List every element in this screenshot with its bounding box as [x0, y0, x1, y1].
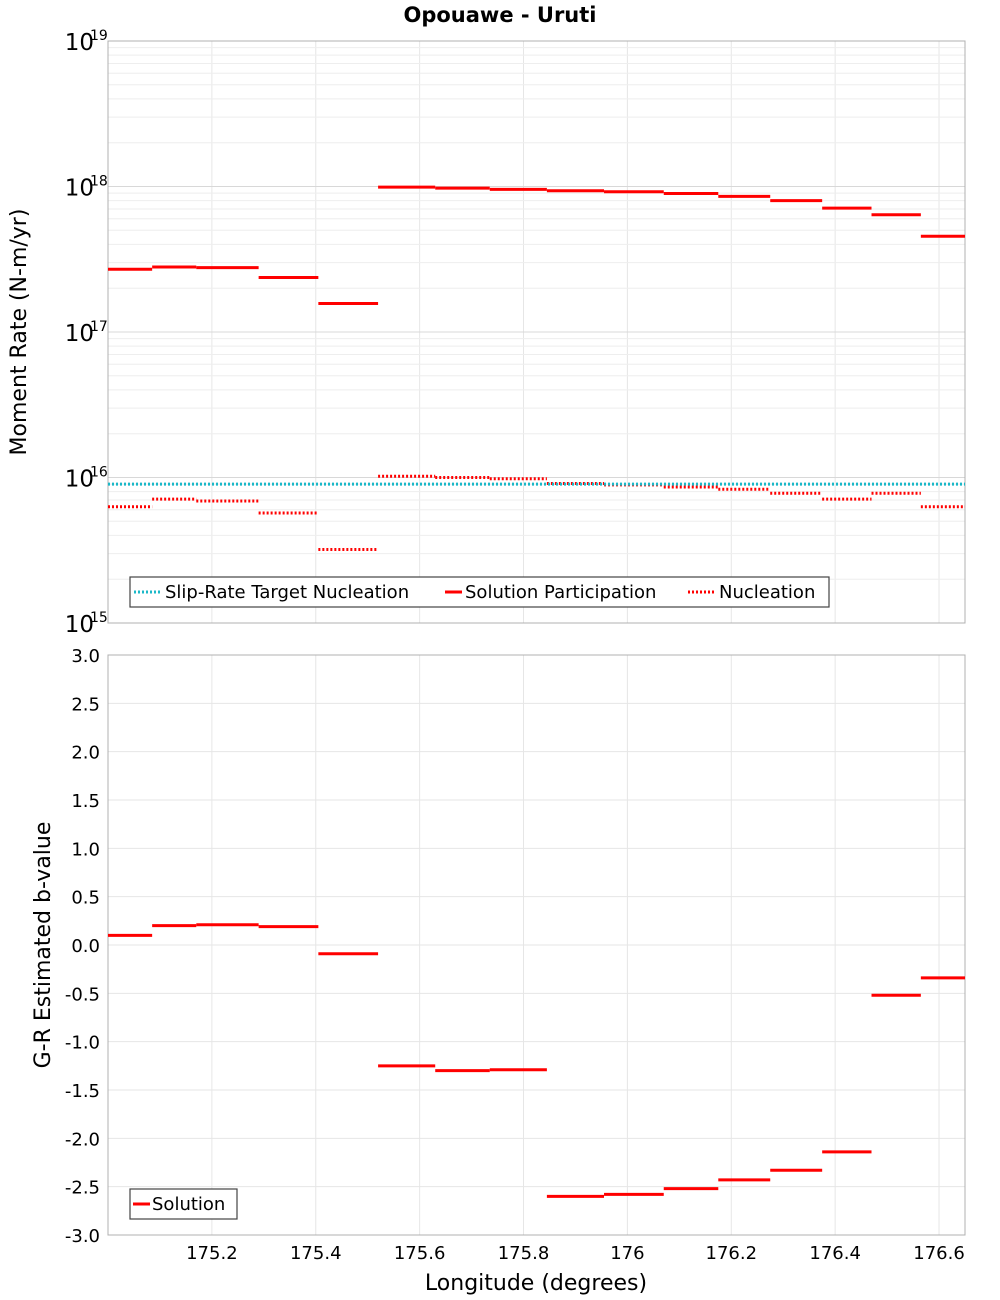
top-y-tick-base: 10: [65, 467, 94, 493]
top-plot-series: [108, 185, 965, 552]
x-tick-label: 176: [610, 1243, 644, 1264]
bottom-plot-series: [108, 923, 965, 1198]
top-plot-frame: [107, 40, 966, 624]
top-plot-grid: [108, 41, 965, 624]
x-axis-label: Longitude (degrees): [425, 1271, 647, 1296]
bottom-y-tick-label: 3.0: [71, 646, 100, 667]
bottom-y-tick-label: -2.5: [65, 1178, 100, 1199]
bottom-legend: Solution: [129, 1188, 238, 1220]
bottom-y-tick-label: 0.5: [71, 888, 100, 909]
x-tick-label: 175.4: [290, 1243, 342, 1264]
bottom-y-tick-label: -3.0: [65, 1226, 100, 1247]
x-tick-label: 176.4: [809, 1243, 861, 1264]
top-y-tick-base: 10: [65, 612, 94, 638]
legend-label-nucleation: Nucleation: [719, 582, 815, 603]
bottom-y-tick-label: 1.0: [71, 839, 100, 860]
top-y-tick-exponent: 15: [90, 610, 108, 626]
top-y-tick-exponent: 19: [90, 28, 108, 44]
chart-title: Opouawe - Uruti: [403, 3, 596, 27]
top-y-tick-base: 10: [65, 30, 94, 56]
bottom-y-axis-label: G-R Estimated b-value: [31, 822, 56, 1069]
top-y-tick-base: 10: [65, 321, 94, 347]
bottom-y-tick-label: -1.0: [65, 1033, 100, 1054]
top-y-tick-exponent: 16: [90, 465, 108, 481]
x-tick-label: 176.6: [913, 1243, 965, 1264]
bottom-x-axis-ticks: 175.2 175.4 175.6 175.8 176 176.2 176.4 176.6: [186, 1243, 965, 1264]
x-tick-label: 175.8: [498, 1243, 550, 1264]
bottom-y-tick-label: -1.5: [65, 1081, 100, 1102]
x-tick-label: 175.2: [186, 1243, 238, 1264]
bottom-y-tick-label: 2.0: [71, 743, 100, 764]
top-y-tick-exponent: 17: [90, 319, 108, 335]
top-y-axis-label: Moment Rate (N-m/yr): [7, 209, 32, 456]
top-y-tick-base: 10: [65, 176, 94, 202]
legend-label-slip-rate: Slip-Rate Target Nucleation: [165, 582, 409, 603]
bottom-plot-frame: [107, 654, 966, 1236]
bottom-y-tick-label: 2.5: [71, 694, 100, 715]
top-y-tick-exponent: 18: [90, 174, 108, 190]
x-tick-label: 175.6: [394, 1243, 446, 1264]
bottom-plot-grid: [108, 654, 965, 1236]
bottom-y-tick-label: 1.5: [71, 791, 100, 812]
top-legend: Slip-Rate Target Nucleation Solution Par…: [129, 576, 830, 608]
bottom-y-tick-label: -2.0: [65, 1129, 100, 1150]
legend-label-participation: Solution Participation: [465, 582, 656, 603]
bottom-y-axis-ticks: 3.0 2.5 2.0 1.5 1.0 0.5 0.0 -0.5 -1.0 -1.5 -2.0 -2.…: [65, 646, 100, 1247]
x-tick-label: 176.2: [706, 1243, 758, 1264]
bottom-y-tick-label: -0.5: [65, 984, 100, 1005]
bottom-y-tick-label: 0.0: [71, 936, 100, 957]
legend-label-solution: Solution: [152, 1194, 225, 1215]
